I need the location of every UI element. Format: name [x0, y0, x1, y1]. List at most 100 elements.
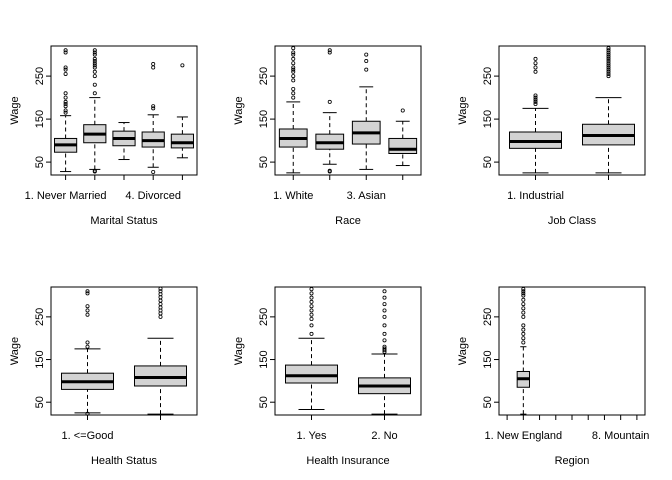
outlier-point: [85, 312, 90, 317]
outlier-point: [521, 287, 526, 292]
outlier-point: [533, 56, 538, 61]
outlier-point: [606, 50, 611, 55]
outlier-point: [63, 91, 68, 96]
box-2: [582, 46, 635, 174]
outlier-point: [382, 346, 387, 351]
outlier-point: [606, 65, 611, 70]
outlier-point: [85, 344, 90, 349]
y-tick-label: 250: [258, 67, 270, 85]
outlier-point: [606, 59, 611, 64]
outlier-point: [291, 87, 296, 92]
outlier-point: [382, 331, 387, 336]
outlier-point: [309, 323, 314, 328]
outlier-point: [291, 67, 296, 72]
outlier-point: [158, 302, 163, 307]
x-tick-label: 1. <=Good: [62, 430, 114, 442]
y-tick-label: 50: [258, 156, 270, 168]
outlier-point: [85, 304, 90, 309]
outlier-point: [309, 308, 314, 313]
outlier-point: [364, 67, 369, 72]
outlier-point: [92, 74, 97, 79]
outlier-point: [291, 61, 296, 66]
outlier-point: [533, 65, 538, 70]
outlier-point: [63, 108, 68, 113]
outlier-point: [382, 289, 387, 294]
x-axis-label: Region: [555, 455, 590, 467]
outlier-point: [521, 314, 526, 319]
outlier-point: [309, 316, 314, 321]
y-tick-label: 150: [34, 350, 46, 368]
panel-4: 50 150 250 Wage 1. <=Good Health Status: [9, 286, 198, 467]
y-tick-label: 250: [482, 67, 494, 85]
outlier-point: [521, 291, 526, 296]
outlier-point: [151, 62, 156, 67]
outlier-point: [309, 295, 314, 300]
outlier-point: [291, 50, 296, 55]
outlier-point: [533, 69, 538, 74]
x-axis-label: Marital Status: [90, 215, 158, 227]
outlier-point: [92, 48, 97, 53]
outlier-point: [291, 91, 296, 96]
outlier-point: [85, 308, 90, 313]
box-2: [358, 289, 411, 415]
outlier-point: [291, 46, 296, 51]
outlier-point: [606, 52, 611, 57]
x-tick-label: 1. New England: [484, 430, 562, 442]
y-tick-label: 50: [482, 396, 494, 408]
outlier-point: [521, 297, 526, 302]
y-tick-label: 150: [258, 110, 270, 128]
outlier-point: [521, 310, 526, 315]
outlier-point: [327, 48, 332, 53]
outlier-point: [158, 314, 163, 319]
x-axis-label: Race: [335, 215, 361, 227]
x-axis-label: Job Class: [548, 215, 597, 227]
outlier-point: [63, 71, 68, 76]
outlier-point: [151, 65, 156, 70]
outlier-point: [327, 99, 332, 104]
box-1: [61, 289, 114, 416]
outlier-point: [92, 59, 97, 64]
outlier-point: [92, 91, 97, 96]
y-axis-label: Wage: [233, 337, 245, 365]
outlier-point: [92, 69, 97, 74]
outlier-point: [92, 50, 97, 55]
y-tick-label: 250: [34, 67, 46, 85]
y-tick-label: 50: [482, 156, 494, 168]
outlier-point: [606, 63, 611, 68]
y-tick-label: 50: [34, 156, 46, 168]
outlier-point: [158, 289, 163, 294]
outlier-point: [327, 50, 332, 55]
outlier-point: [85, 291, 90, 296]
outlier-point: [63, 65, 68, 70]
outlier-point: [180, 63, 185, 68]
box-1: [285, 287, 338, 410]
box-4: [388, 108, 418, 167]
outlier-point: [92, 82, 97, 87]
outlier-point: [309, 299, 314, 304]
box-1: [509, 56, 562, 174]
outlier-point: [151, 106, 156, 111]
plot-frame: [274, 286, 422, 416]
y-tick-label: 150: [258, 350, 270, 368]
panel-6: 50 150 250 Wage 1. New England 8. Mountain Reg…: [457, 286, 649, 467]
outlier-point: [521, 327, 526, 332]
panel-1: 50 150 250 Wage 1. Never Married 4. Divorced M…: [9, 45, 198, 227]
y-axis-label: Wage: [9, 337, 21, 365]
outlier-point: [92, 65, 97, 70]
outlier-point: [382, 302, 387, 307]
outlier-point: [151, 169, 156, 174]
x-tick-label: 1. Industrial: [507, 190, 564, 202]
outlier-point: [533, 97, 538, 102]
outlier-point: [63, 104, 68, 109]
outlier-point: [63, 48, 68, 53]
outlier-point: [63, 99, 68, 104]
outlier-point: [85, 340, 90, 345]
outlier-point: [63, 67, 68, 72]
outlier-point: [521, 289, 526, 294]
outlier-point: [63, 50, 68, 55]
outlier-point: [309, 291, 314, 296]
outlier-point: [382, 308, 387, 313]
y-tick-label: 150: [482, 110, 494, 128]
y-axis-label: Wage: [457, 337, 469, 365]
outlier-point: [364, 52, 369, 57]
